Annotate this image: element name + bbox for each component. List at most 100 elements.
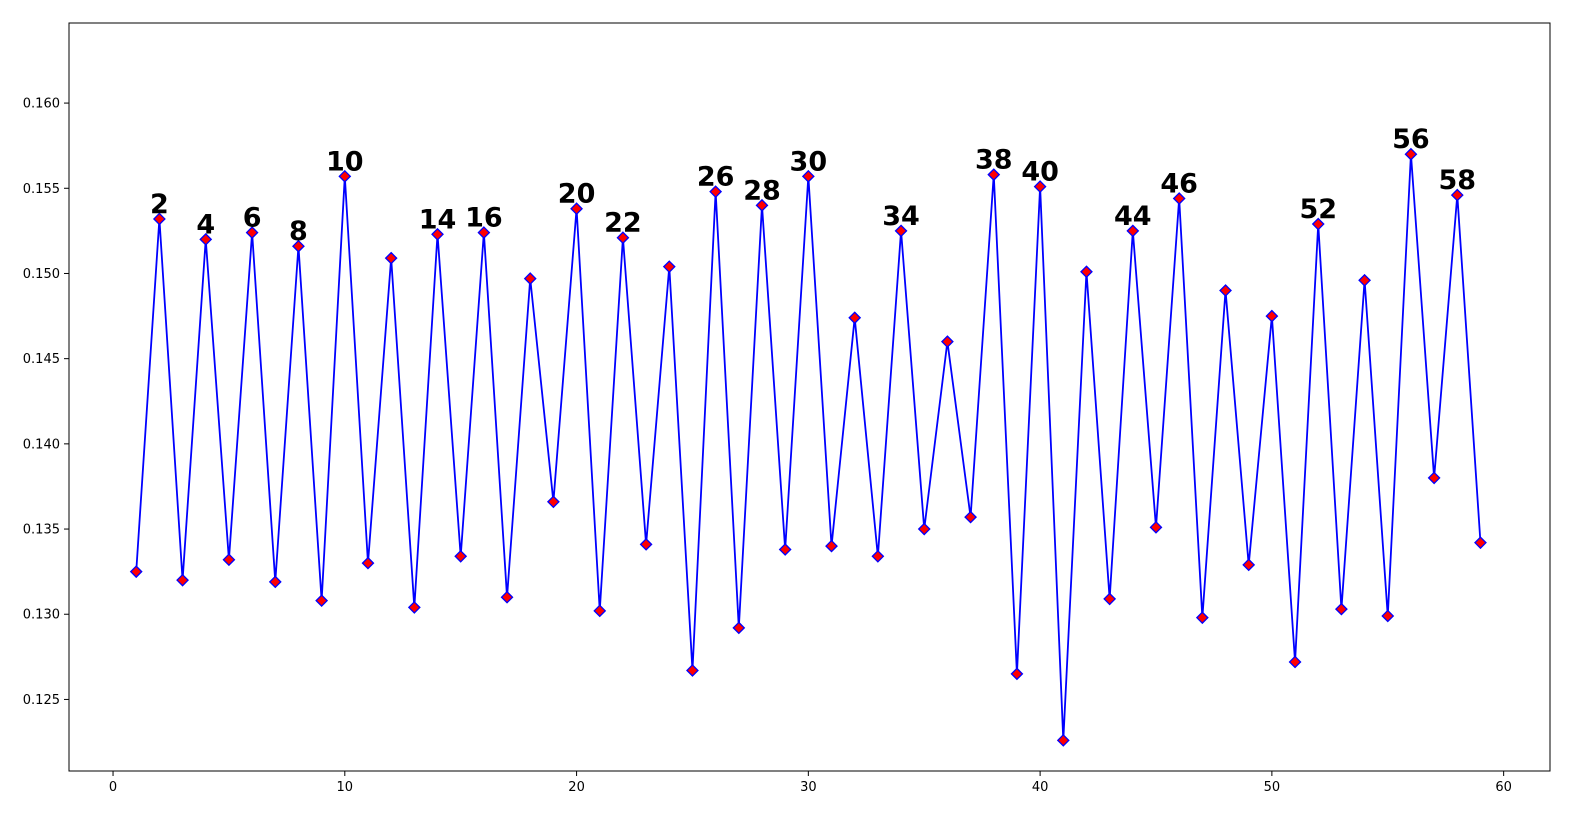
data-point [987,168,1001,182]
data-point [176,573,189,587]
data-point [593,604,607,618]
data-point [1033,180,1047,193]
data-point [871,549,885,563]
peak-label: 22 [604,208,642,239]
y-tick-label: 0.130 [23,608,60,623]
x-tick-label: 30 [800,780,817,795]
y-tick-label: 0.160 [23,97,60,112]
data-point [338,169,352,183]
data-point [1358,273,1372,287]
data-point [500,590,514,604]
data-point [1172,192,1186,205]
peak-label: 8 [289,216,308,247]
peak-label: 34 [882,201,920,232]
data-point [848,311,862,325]
peak-label: 52 [1299,194,1337,225]
peak-label: 40 [1021,157,1059,188]
data-point [1265,309,1279,323]
data-point [616,231,630,245]
data-point [1450,188,1464,202]
data-point [825,539,838,553]
data-point [1080,265,1093,279]
data-point [1126,224,1140,238]
data-point [917,522,931,536]
data-point [1311,217,1325,231]
peak-label: 30 [790,146,828,177]
data-point [1404,147,1418,161]
data-point [222,553,236,567]
data-point [639,537,653,551]
peak-label: 38 [975,145,1013,176]
y-axis: 0.125 0.130 0.135 0.140 0.145 0.150 0.155 0.160 [23,97,69,708]
data-point [1474,536,1487,550]
data-point [454,549,468,563]
x-tick-label: 50 [1264,780,1281,795]
data-point [662,260,676,274]
data-point [894,224,908,238]
data-point [778,543,792,556]
peak-label: 2 [150,189,169,220]
data-point [268,575,282,589]
markers-group [129,147,1487,747]
data-point [755,198,769,212]
data-point [1427,471,1441,485]
peak-label: 14 [419,204,457,235]
x-axis: 0 10 20 30 40 50 60 [109,771,1512,795]
data-point [686,664,699,677]
data-point [477,226,491,239]
y-tick-label: 0.140 [23,437,60,452]
x-tick-label: 40 [1032,780,1049,795]
y-tick-label: 0.135 [23,523,60,538]
y-tick-label: 0.155 [23,182,60,197]
peak-label: 28 [743,175,781,206]
data-point [940,335,954,349]
plot-area [68,22,1551,772]
x-tick-label: 0 [109,780,117,795]
data-point [1010,667,1024,681]
y-tick-label: 0.150 [23,267,60,282]
data-point [1242,558,1256,572]
peak-label: 46 [1160,168,1198,199]
peak-label: 4 [196,209,215,240]
peak-label: 58 [1439,165,1477,196]
data-point [407,601,421,614]
data-point [1103,592,1117,606]
data-point [523,272,537,286]
data-point [964,510,977,524]
data-point [709,185,723,199]
data-point [1288,655,1302,669]
data-point [292,239,305,253]
data-point [1149,520,1163,534]
data-point [1334,602,1348,616]
data-point [129,565,143,579]
data-point [431,227,444,241]
peak-label: 44 [1114,201,1152,232]
data-point [152,212,166,226]
x-tick-label: 20 [568,780,585,795]
data-point [801,169,815,183]
data-point [570,202,583,216]
data-point [1381,609,1395,623]
x-tick-label: 60 [1495,780,1512,795]
data-point [732,621,746,635]
data-point [361,556,375,570]
peak-label: 6 [243,203,262,234]
data-point [315,594,329,608]
peak-label: 10 [326,146,364,177]
y-tick-label: 0.125 [23,693,60,708]
data-point [1219,284,1232,297]
data-point [1056,733,1070,747]
y-tick-label: 0.145 [23,352,60,367]
data-point [1195,611,1209,625]
peak-label: 16 [465,203,503,234]
data-point [245,226,259,239]
data-point [199,232,213,246]
x-tick-label: 10 [337,780,354,795]
data-point [546,495,560,509]
peak-label: 26 [697,162,735,193]
peak-label: 20 [558,179,596,210]
data-point [384,251,398,265]
peak-label: 56 [1392,124,1430,155]
